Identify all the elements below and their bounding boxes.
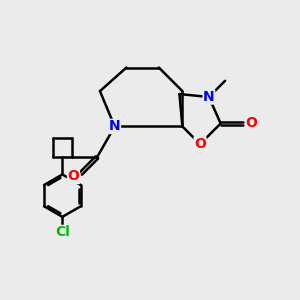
- Text: O: O: [246, 116, 257, 130]
- Text: N: N: [203, 90, 215, 104]
- Text: O: O: [194, 137, 206, 151]
- Text: Cl: Cl: [55, 225, 70, 239]
- Text: N: N: [109, 119, 121, 134]
- Text: O: O: [68, 169, 80, 184]
